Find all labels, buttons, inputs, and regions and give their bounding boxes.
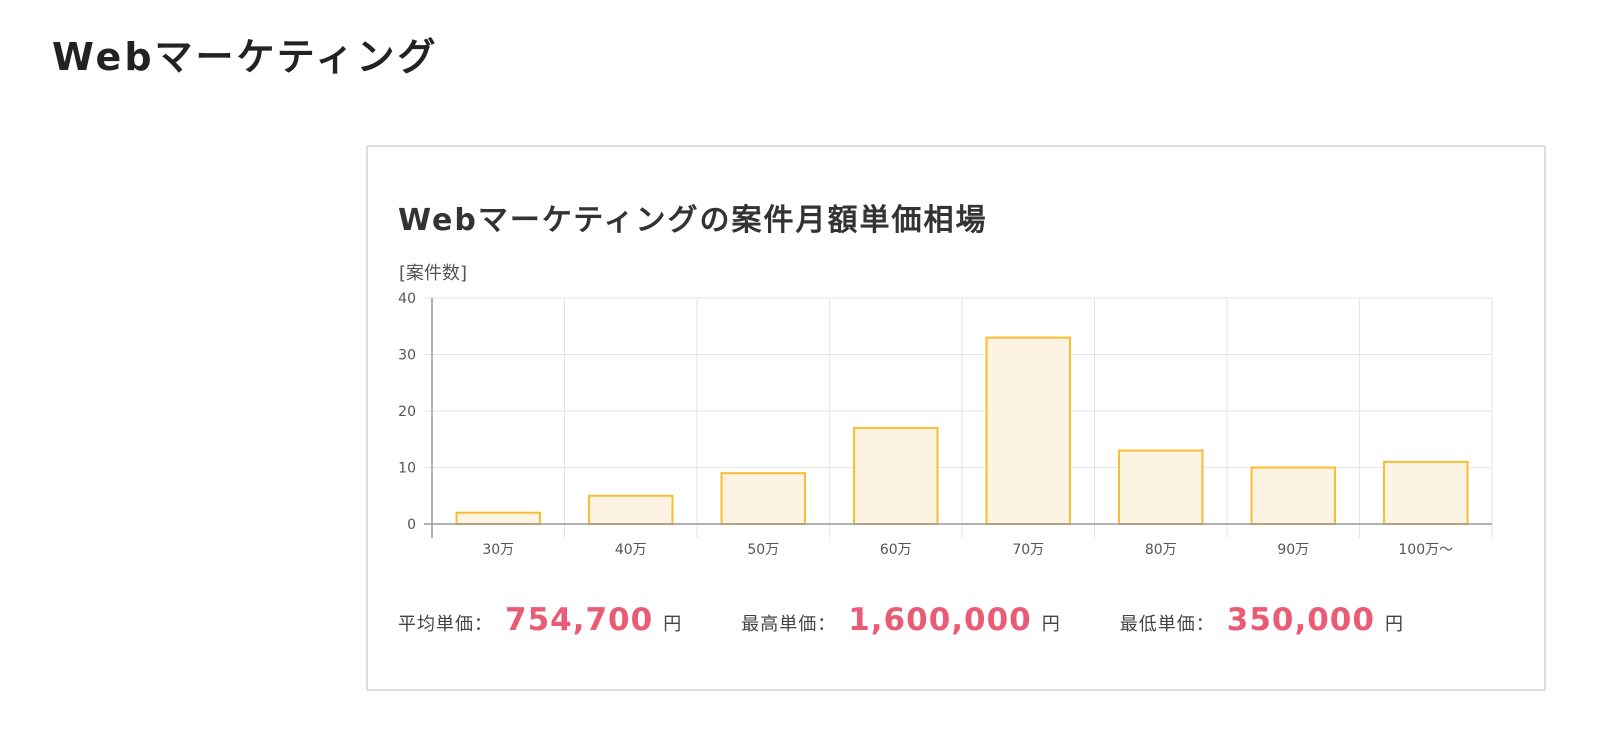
x-tick-label: 70万 xyxy=(1012,542,1044,558)
stat-average-value: 754,700 xyxy=(505,602,654,638)
y-tick-label: 40 xyxy=(398,291,416,307)
stat-min-label: 最低単価： xyxy=(1119,614,1215,635)
x-tick-label: 60万 xyxy=(880,542,912,558)
x-tick-label: 80万 xyxy=(1145,542,1177,558)
stat-min-value: 350,000 xyxy=(1226,602,1375,638)
bar xyxy=(1383,460,1469,526)
stat-max: 最高単価： 1,600,000 円 xyxy=(741,602,1060,638)
bar xyxy=(455,511,541,526)
bar-chart: [案件数] 0 10 20 30 40 30万 40万 50万 60万 70万 80万 90万 100万… xyxy=(398,263,1493,558)
stat-average: 平均単価： 754,700 円 xyxy=(398,602,681,638)
y-tick-label: 20 xyxy=(398,404,416,420)
chart-card: Webマーケティングの案件月額単価相場 [案件数] 0 10 20 30 40 30万 40… xyxy=(366,145,1546,691)
bar xyxy=(588,494,674,525)
stat-max-value: 1,600,000 xyxy=(848,602,1032,638)
x-tick-label: 90万 xyxy=(1277,542,1309,558)
bar xyxy=(720,472,806,525)
y-tick-label: 0 xyxy=(407,517,416,533)
y-tick-label: 10 xyxy=(398,461,416,477)
x-tick-label: 30万 xyxy=(482,542,514,558)
y-tick-label: 30 xyxy=(398,348,416,364)
chart-title: Webマーケティングの案件月額単価相場 xyxy=(398,203,988,238)
stat-max-unit: 円 xyxy=(1041,614,1060,635)
y-axis-label: [案件数] xyxy=(399,263,467,284)
page-heading: Webマーケティング xyxy=(52,35,439,79)
stat-average-label: 平均単価： xyxy=(398,614,493,635)
bar xyxy=(1250,466,1336,525)
stat-min: 最低単価： 350,000 円 xyxy=(1120,602,1403,638)
stat-max-label: 最高単価： xyxy=(741,614,837,635)
x-tick-label: 100万〜 xyxy=(1398,542,1453,558)
stat-min-unit: 円 xyxy=(1384,614,1403,635)
bar xyxy=(853,426,939,526)
x-tick-label: 40万 xyxy=(615,542,647,558)
price-stats: 平均単価： 754,700 円 最高単価： 1,600,000 円 最低単価： … xyxy=(398,602,1463,642)
bar xyxy=(1118,449,1204,525)
stat-average-unit: 円 xyxy=(663,614,682,635)
bar xyxy=(985,336,1071,525)
x-tick-label: 50万 xyxy=(747,542,779,558)
